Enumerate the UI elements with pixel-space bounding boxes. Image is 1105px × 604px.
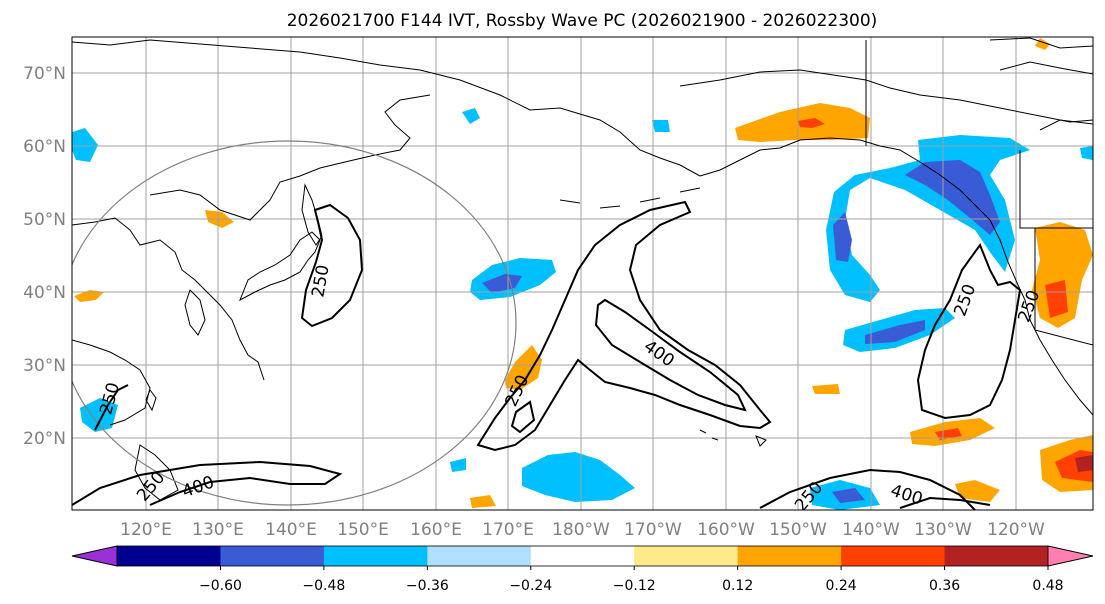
- shade-small-3: [812, 384, 840, 394]
- lon-label: 150°W: [769, 520, 827, 540]
- shade-ne-pacific-core2: [833, 212, 852, 262]
- colorbar-outline: [116, 545, 1049, 567]
- lon-label: 160°W: [697, 520, 755, 540]
- lon-label: 120°W: [987, 520, 1045, 540]
- ivt-contours: [72, 200, 1022, 510]
- shade-small-10: [80, 398, 118, 432]
- lat-label: 40°N: [23, 283, 66, 303]
- lat-label: 20°N: [23, 429, 66, 449]
- colorbar-segment: [737, 546, 842, 566]
- lon-label: 140°W: [842, 520, 900, 540]
- colorbar-segment: [220, 546, 325, 566]
- colorbar-tick-label: −0.36: [406, 578, 449, 594]
- lat-label: 30°N: [23, 356, 66, 376]
- lon-label: 140°E: [265, 520, 317, 540]
- colorbar-tick-label: −0.24: [509, 578, 552, 594]
- map-panel: 250 250 250 400 250 400 250 400 250 250: [71, 36, 1094, 511]
- map-frame: [71, 36, 1094, 511]
- lon-label: 170°E: [482, 520, 534, 540]
- colorbar-segment: [427, 546, 532, 566]
- coastlines: [72, 37, 1093, 501]
- shade-ne-pacific-core: [905, 160, 1000, 235]
- shade-small-11: [450, 458, 466, 472]
- rossby-wave-circle: [72, 140, 517, 506]
- shade-alaska-core: [798, 118, 825, 128]
- colorbar-segment: [323, 546, 428, 566]
- colorbar-extend-right: [1047, 545, 1094, 567]
- lon-label: 170°W: [624, 520, 682, 540]
- ivt-shading: [72, 38, 1093, 510]
- plot-title: 2026021700 F144 IVT, Rossby Wave PC (202…: [287, 11, 878, 31]
- shade-small-7: [462, 108, 480, 124]
- latitude-labels: 70°N 60°N 50°N 40°N 30°N 20°N: [23, 64, 66, 449]
- colorbar-segment: [841, 546, 946, 566]
- lon-label: 180°W: [552, 520, 610, 540]
- colorbar-tick-label: 0.24: [826, 578, 857, 594]
- lon-label: 150°E: [337, 520, 389, 540]
- longitude-labels: 120°E 130°E 140°E 150°E 160°E 170°E 180°…: [120, 520, 1045, 540]
- shade-us-west-core: [1045, 280, 1068, 318]
- colorbar-segment: [944, 546, 1049, 566]
- colorbar-tick-label: 0.48: [1032, 578, 1063, 594]
- colorbar-tick-label: 0.12: [722, 578, 753, 594]
- shade-small-6: [72, 128, 98, 162]
- lat-label: 60°N: [23, 137, 66, 157]
- shade-small-1: [74, 290, 104, 302]
- shade-se-positive-core: [935, 428, 962, 440]
- shade-small-9: [1080, 146, 1093, 160]
- lon-label: 130°W: [914, 520, 972, 540]
- colorbar-extend-left: [71, 545, 118, 567]
- shade-small-5: [470, 495, 496, 508]
- colorbar: −0.60 −0.48 −0.36 −0.24 −0.12 0.12 0.24 0.36 0.4…: [71, 545, 1094, 594]
- lon-label: 160°E: [410, 520, 462, 540]
- colorbar-tick-label: −0.48: [302, 578, 345, 594]
- lon-label: 130°E: [192, 520, 244, 540]
- shade-baja-max: [1075, 455, 1093, 472]
- shade-se-core: [832, 488, 865, 503]
- shade-32n-core: [865, 320, 925, 344]
- shade-tropical-negative: [522, 452, 635, 502]
- colorbar-segment: [634, 546, 739, 566]
- lat-label: 70°N: [23, 64, 66, 84]
- gridlines: [72, 37, 1093, 510]
- colorbar-segment: [117, 546, 221, 566]
- lon-label: 120°E: [120, 520, 172, 540]
- shade-170e-positive: [505, 345, 542, 390]
- shade-small-8: [652, 120, 670, 132]
- colorbar-tick-label: −0.60: [199, 578, 242, 594]
- shade-us-west-positive: [1032, 222, 1093, 328]
- colorbar-segment: [530, 546, 635, 566]
- colorbar-tick-label: −0.12: [613, 578, 656, 594]
- shade-small-4: [955, 480, 1000, 502]
- lat-label: 50°N: [23, 210, 66, 230]
- colorbar-tick-label: 0.36: [929, 578, 960, 594]
